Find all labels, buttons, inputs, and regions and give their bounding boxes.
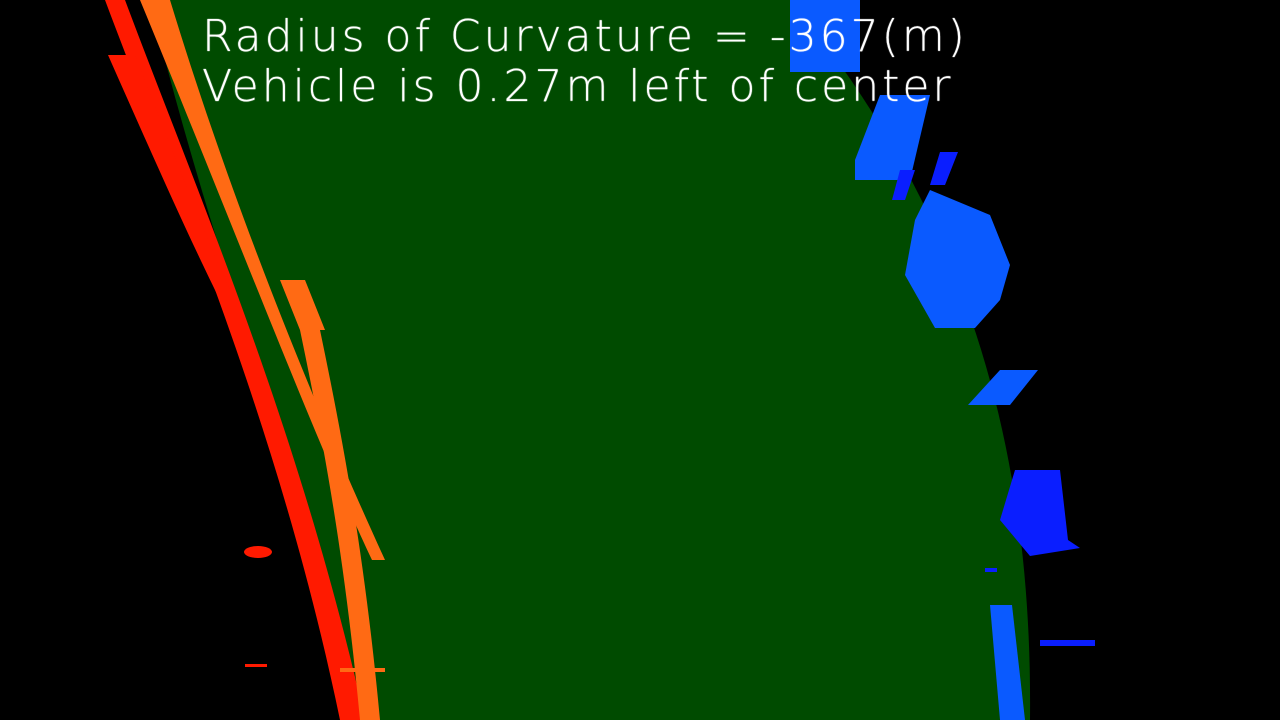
- right-lane-slanted-block: [968, 370, 1038, 405]
- right-lane-lower-cluster: [1000, 470, 1080, 556]
- right-lane-upper-block: [855, 95, 930, 180]
- left-lane-red-blob: [244, 546, 272, 558]
- right-lane-dashes: [892, 152, 958, 200]
- left-lane-orange-chunk: [280, 280, 325, 330]
- right-lane-fleck-small: [985, 568, 997, 572]
- left-lane-red-fleck: [245, 664, 267, 667]
- left-lane-orange-band-lower: [300, 330, 380, 720]
- radius-of-curvature-text: Radius of Curvature = -367(m): [202, 11, 968, 62]
- right-lane-fleck: [1040, 640, 1095, 646]
- left-lane-red-band-outer: [108, 55, 235, 300]
- right-lane-mid-cluster: [905, 190, 1010, 328]
- vehicle-offset-text: Vehicle is 0.27m left of center: [202, 61, 954, 112]
- left-lane-red-band: [105, 0, 365, 720]
- right-lane-top-block: [790, 0, 860, 72]
- left-lane-orange-band: [140, 0, 385, 560]
- left-lane-orange-fleck: [340, 668, 385, 672]
- right-lane-bottom-strip: [990, 605, 1025, 720]
